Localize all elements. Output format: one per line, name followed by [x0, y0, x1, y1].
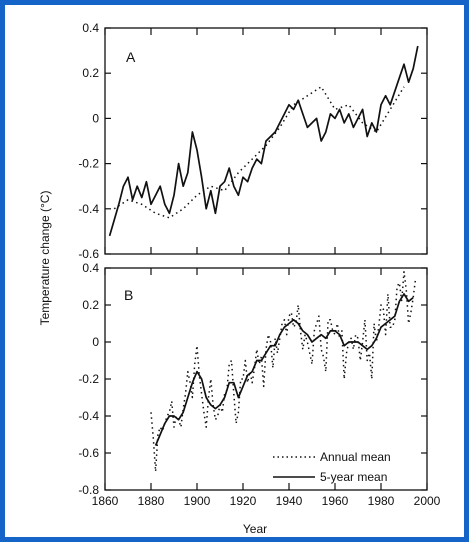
- legend-5year-label: 5-year mean: [320, 470, 387, 484]
- panel-b-ytick-label: -0.6: [78, 446, 99, 460]
- panel-b-ytick-label: -0.8: [78, 483, 99, 497]
- y-axis-label: Temperature change (°C): [38, 191, 52, 326]
- legend: Annual mean 5-year mean: [273, 450, 391, 484]
- panel-b-xtick-label: 1980: [368, 494, 395, 508]
- panel-b-xtick-label: 1960: [322, 494, 349, 508]
- panel-b-ytick-label: -0.2: [78, 372, 99, 386]
- panel-a-ytick-label: -0.2: [78, 157, 99, 171]
- panel-b-xtick-label: 1940: [276, 494, 303, 508]
- panel-a-ytick-label: 0: [92, 111, 99, 125]
- panel-a-plot: 0.4 0.2 0 -0.2 -0.4 -0.6: [78, 21, 428, 261]
- panel-a-ytick-label: -0.4: [78, 202, 99, 216]
- panel-a-ytick-label: 0.4: [82, 21, 99, 35]
- panel-b-ytick-label: 0: [92, 335, 99, 349]
- panel-b-xtick-label: 1860: [92, 494, 119, 508]
- panel-b-letter: B: [124, 287, 133, 303]
- x-axis-label: Year: [243, 522, 267, 536]
- panel-b-xtick-label: 1880: [138, 494, 165, 508]
- panel-b-xtick-label: 1920: [230, 494, 257, 508]
- panel-a-solid-series-line: [108, 45, 419, 237]
- panel-b-xtick-label: 2000: [414, 494, 441, 508]
- panel-b-ytick-label: -0.4: [78, 409, 99, 423]
- panel-a-ytick-label: 0.2: [82, 66, 99, 80]
- panel-a-dotted-series-line: [113, 86, 405, 219]
- panel-b-ytick-label: 0.2: [82, 298, 99, 312]
- panel-a-letter: A: [126, 49, 136, 65]
- panel-b-5-year-mean-line: [154, 293, 414, 446]
- panel-a-ytick-label: -0.6: [78, 247, 99, 261]
- legend-annual-label: Annual mean: [320, 450, 391, 464]
- panel-b-ytick-label: 0.4: [82, 261, 99, 275]
- panel-b-annual-mean-line: [150, 270, 417, 473]
- panel-b-xtick-label: 1900: [184, 494, 211, 508]
- panel-a-frame: [104, 27, 428, 255]
